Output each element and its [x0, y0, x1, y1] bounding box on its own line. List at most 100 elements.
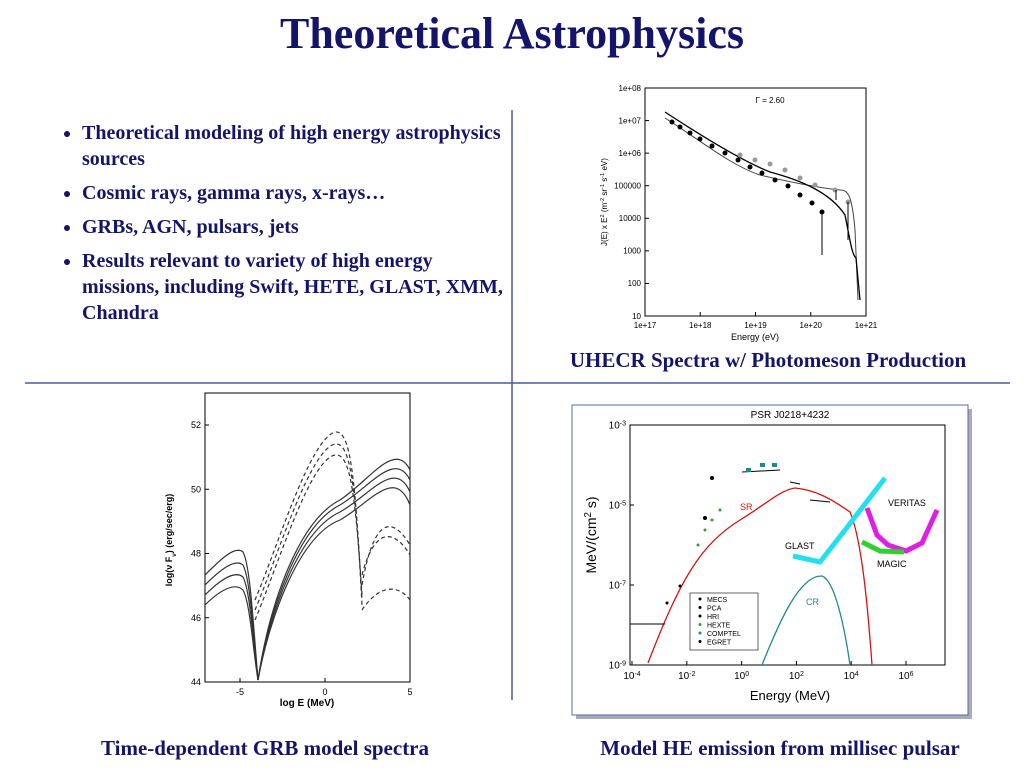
subscript: ν	[171, 553, 178, 557]
legend-symbol	[698, 606, 702, 609]
x-tick-label: 1e+19	[744, 321, 767, 330]
tick-base: 10	[898, 671, 910, 682]
x-tick-label: 5	[407, 687, 412, 697]
slide-title: Theoretical Astrophysics	[279, 9, 745, 58]
curve-label: SR	[740, 502, 753, 512]
curve-label: GLAST	[785, 541, 815, 551]
x-axis-label: Energy (eV)	[731, 332, 779, 342]
x-tick-label: -5	[236, 687, 244, 697]
y-tick-label: 10-9	[609, 660, 626, 672]
bullet-list: Theoretical modeling of high energy astr…	[40, 120, 512, 334]
pulsar-curves	[630, 463, 940, 666]
curve-label: VERITAS	[888, 498, 926, 508]
caption: UHECR Spectra w/ Photomeson Production	[569, 348, 967, 372]
bullet: Results relevant to variety of high ener…	[82, 248, 512, 326]
tick-exponent: 2	[800, 671, 804, 678]
y-tick-label: 10-7	[609, 580, 626, 592]
superscript: 2	[583, 512, 594, 517]
y-tick-label: 46	[191, 613, 201, 623]
grb-curves	[204, 431, 411, 681]
tick-exponent: -2	[689, 671, 695, 678]
x-axis-label: log E (MeV)	[280, 698, 334, 709]
curve-label: MAGIC	[877, 559, 907, 569]
y-tick-label: 1e+07	[619, 116, 642, 125]
x-tick-label: 100	[734, 671, 749, 683]
label-part: s)	[583, 496, 599, 512]
tick-base: 10	[678, 671, 690, 682]
y-tick-label: 10-5	[609, 500, 626, 512]
tick-base: 10	[789, 671, 801, 682]
y-tick-label: 100000	[614, 182, 641, 191]
y-axis-label: MeV/(cm2 s)	[583, 496, 600, 573]
label-part: MeV/(cm	[583, 518, 599, 574]
label-part: eV)	[600, 158, 609, 173]
caption: Time-dependent GRB model spectra	[100, 736, 430, 760]
legend-entry: COMPTEL	[707, 631, 741, 638]
tick-exponent: -3	[620, 420, 626, 427]
legend-entry: EGRET	[707, 640, 732, 647]
plot-area	[629, 424, 946, 666]
tick-base: 10	[609, 581, 621, 592]
y-tick-label: 1e+08	[619, 84, 642, 93]
bullet: Cosmic rays, gamma rays, x-rays…	[82, 180, 512, 206]
legend-entry: HRI	[707, 614, 719, 621]
label-part: J(E) x E	[600, 217, 609, 245]
y-tick-label: 10-3	[609, 420, 626, 432]
tick-exponent: -7	[620, 580, 626, 587]
legend-entry: PCA	[707, 606, 722, 613]
legend-symbol	[698, 640, 702, 643]
label-part: log(ν F	[164, 556, 174, 586]
legend-entry: HEXTE	[707, 623, 731, 630]
tick-exponent: -9	[620, 660, 626, 667]
superscript: -1	[600, 173, 606, 178]
tick-exponent: 6	[910, 671, 914, 678]
tick-base: 10	[844, 671, 856, 682]
legend-symbol	[698, 614, 702, 618]
uhecr-data	[664, 111, 861, 301]
x-tick-label: 104	[844, 671, 859, 683]
x-tick-label: 0	[322, 687, 327, 697]
label-part: (m	[600, 202, 609, 214]
y-tick-label: 48	[191, 549, 201, 559]
y-tick-label: 44	[191, 677, 201, 687]
annotation: Γ = 2.60	[755, 96, 785, 105]
plot-frame	[204, 392, 411, 683]
x-tick-label: 1e+17	[634, 321, 657, 330]
y-tick-label: 52	[191, 420, 201, 430]
y-tick-label: 10000	[619, 214, 642, 223]
x-tick-label: 106	[898, 671, 913, 683]
plot-title: PSR J0218+4232	[751, 410, 830, 421]
tick-exponent: 4	[855, 671, 859, 678]
y-tick-label: 1000	[623, 247, 641, 256]
curve-label: CR	[806, 597, 819, 607]
label-part: sr	[600, 189, 609, 198]
x-tick-label: 10-2	[678, 671, 695, 683]
y-tick-label: 100	[628, 279, 642, 288]
label-part: s	[600, 178, 609, 184]
tick-base: 10	[609, 421, 621, 432]
x-tick-label: 10-4	[623, 671, 640, 683]
y-axis-label: log(ν Fν) (erg/sec/erg)	[164, 494, 178, 587]
caption: Model HE emission from millisec pulsar	[600, 736, 960, 760]
x-tick-label: 1e+21	[855, 321, 878, 330]
label-part: ) (erg/sec/erg)	[164, 494, 174, 554]
tick-exponent: -5	[620, 500, 626, 507]
superscript: -1	[600, 184, 606, 189]
x-tick-label: 1e+18	[689, 321, 712, 330]
y-axis-label: J(E) x E2 (m-2 sr-1 s-1 eV)	[600, 158, 609, 246]
bullet: Theoretical modeling of high energy astr…	[82, 120, 512, 172]
y-tick-label: 50	[191, 484, 201, 494]
plot-frame	[571, 404, 969, 716]
tick-base: 10	[734, 671, 746, 682]
tick-base: 10	[609, 661, 621, 672]
x-tick-label: 1e+20	[800, 321, 823, 330]
tick-exponent: 0	[745, 671, 749, 678]
legend-symbol	[698, 597, 702, 601]
legend-entry: MECS	[707, 597, 728, 604]
superscript: -2	[600, 198, 606, 203]
superscript: 2	[600, 214, 606, 217]
bullet: GRBs, AGN, pulsars, jets	[82, 214, 512, 240]
x-axis-label: Energy (MeV)	[750, 688, 830, 703]
